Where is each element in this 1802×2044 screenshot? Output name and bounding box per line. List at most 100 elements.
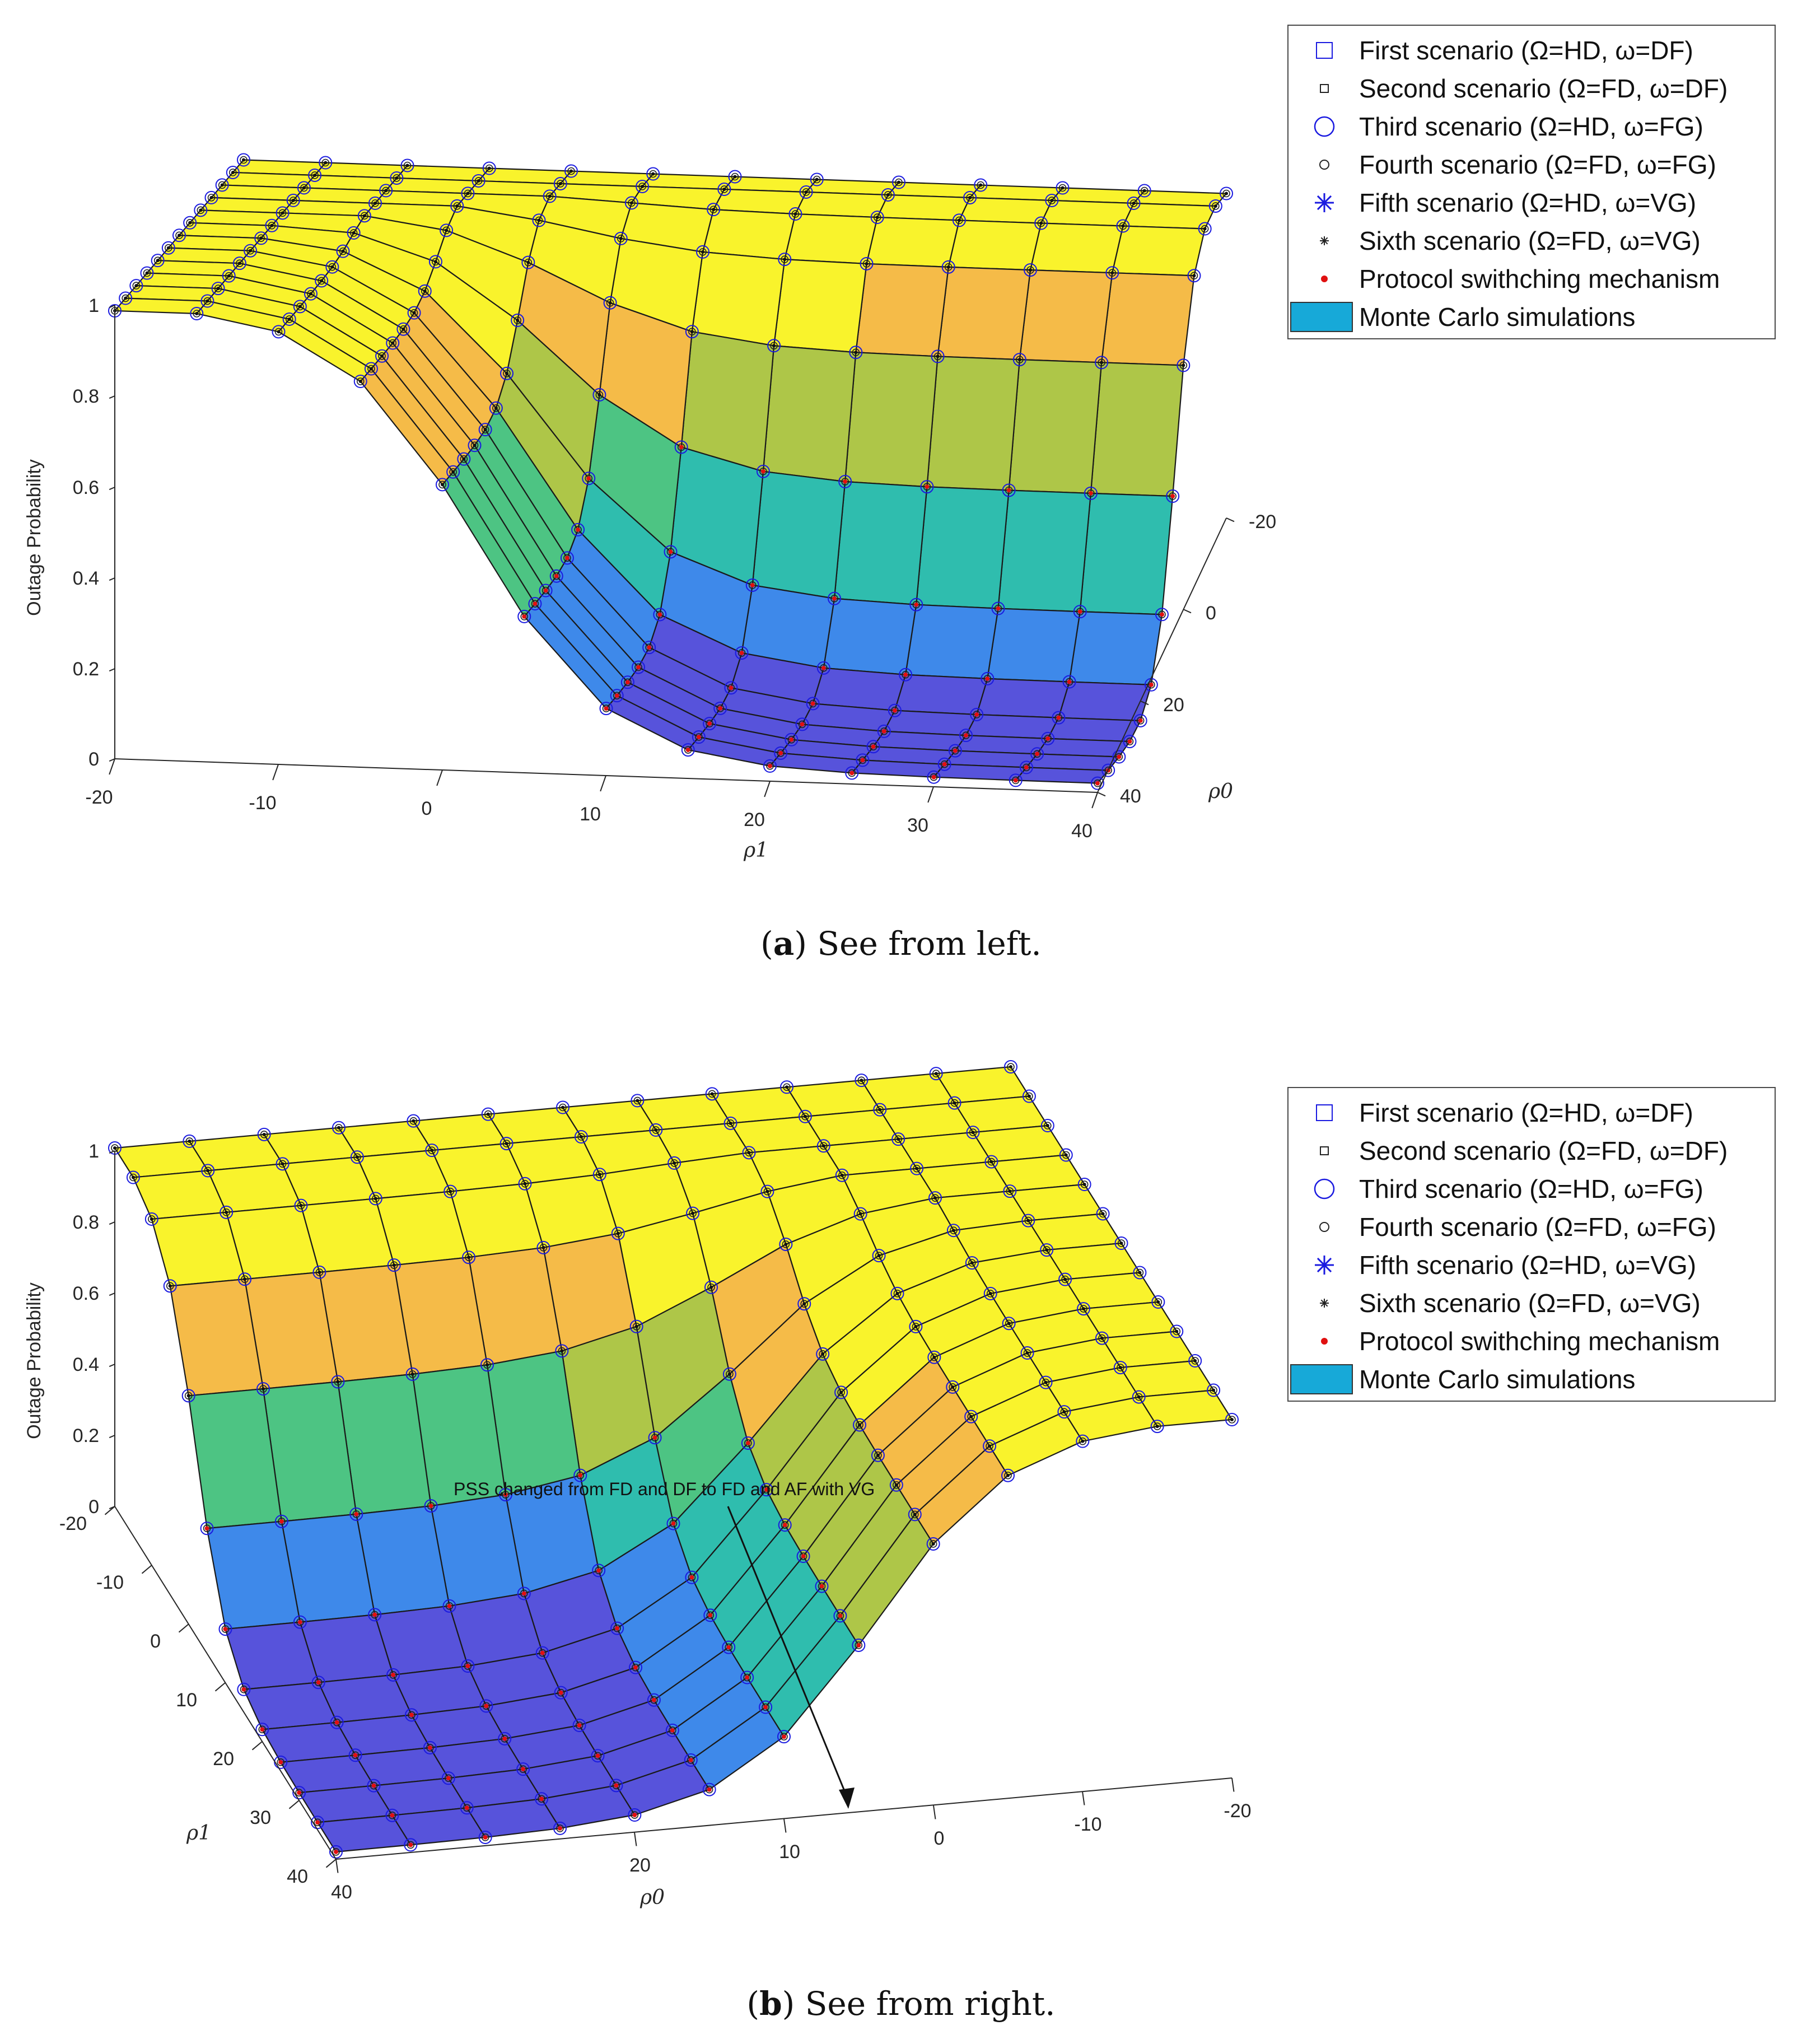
marker-fourth [382, 186, 390, 195]
marker-fourth [531, 600, 539, 608]
marker-fourth [1048, 197, 1056, 204]
marker-sixth [608, 301, 612, 305]
marker-sixth [858, 1212, 862, 1216]
marker-fourth [539, 1244, 548, 1252]
marker-sixth [466, 192, 470, 195]
marker-fourth [1026, 266, 1034, 274]
marker-third [1084, 486, 1098, 500]
marker-fourth [328, 263, 337, 271]
marker-sixth [1100, 361, 1104, 365]
marker-fourth [716, 704, 725, 712]
marker-sixth [410, 1372, 414, 1376]
marker-third [441, 1771, 455, 1785]
marker-third [642, 641, 656, 655]
marker-sixth [569, 169, 573, 173]
marker-sixth [1101, 1212, 1105, 1216]
marker-protocol-switching [789, 737, 794, 742]
marker-protocol-switching [446, 1776, 451, 1781]
marker-sixth [291, 198, 295, 202]
tick-label: 0.8 [73, 386, 99, 407]
marker-sixth [298, 305, 302, 309]
marker-fourth [311, 171, 319, 179]
marker-fourth [745, 1149, 753, 1157]
marker-third [828, 591, 841, 605]
marker-fourth [289, 197, 297, 204]
marker-sixth [641, 184, 645, 188]
marker-third [816, 1139, 830, 1153]
marker-fourth [1087, 489, 1095, 497]
y-ticks-b: -20 -10 0 10 20 30 40 [59, 1506, 337, 1887]
marker-fourth [759, 468, 767, 475]
tick-label: -10 [249, 792, 276, 814]
marker-fourth [649, 170, 657, 178]
marker-third [1073, 605, 1087, 619]
marker-fourth [339, 247, 347, 255]
marker-third [796, 1550, 810, 1564]
marker-third [1177, 358, 1191, 372]
marker-fourth [876, 1105, 884, 1114]
marker-third [629, 1319, 643, 1333]
marker-fourth [669, 1726, 676, 1734]
tick-mark [436, 769, 443, 786]
legend-b: First scenario (Ω=HD, ω=DF) Second scenar… [1287, 1087, 1776, 1402]
marker-third [1003, 1184, 1017, 1198]
marker-third [1225, 1413, 1239, 1426]
marker-fourth [955, 216, 963, 225]
marker-third [648, 1431, 662, 1445]
marker-protocol-switching [297, 1620, 302, 1625]
marker-third [855, 1074, 869, 1088]
marker-third [181, 1389, 195, 1403]
marker-third [806, 697, 820, 711]
marker-third [226, 165, 240, 179]
marker-third [200, 294, 214, 308]
marker-third [423, 1740, 437, 1754]
marker-third [742, 1146, 756, 1160]
marker-fourth [175, 231, 183, 240]
marker-fourth [763, 1187, 772, 1196]
marker-third [461, 186, 475, 200]
marker-fourth [873, 213, 881, 221]
marker-third [1056, 181, 1070, 195]
marker-fourth [1065, 678, 1073, 686]
marker-fourth [801, 1112, 809, 1121]
marker-third [628, 1808, 642, 1822]
marker-sixth [690, 330, 694, 334]
marker-sixth [433, 260, 437, 264]
marker-sixth [619, 236, 623, 240]
marker-fourth [421, 287, 429, 295]
marker-sixth [913, 1513, 917, 1516]
surface-patch [1019, 269, 1113, 363]
marker-sixth [473, 444, 477, 447]
tick-mark [109, 1435, 115, 1439]
marker-sixth [1044, 1380, 1048, 1384]
marker-fourth [969, 1128, 977, 1136]
marker-fourth [481, 426, 489, 433]
marker-fourth [1023, 763, 1030, 772]
marker-sixth [860, 1079, 863, 1082]
x-ticks-b: 40 20 10 0 -10 -20 [331, 1777, 1252, 1903]
marker-third [405, 1708, 418, 1722]
marker-third [889, 1478, 903, 1492]
marker-third [332, 1121, 346, 1135]
marker-protocol-switching [647, 645, 652, 650]
marker-fourth [257, 234, 265, 242]
marker-third [554, 1686, 568, 1700]
marker-sixth [1039, 221, 1043, 225]
marker-protocol-switching [586, 476, 591, 481]
marker-sixth [971, 1131, 975, 1135]
marker-fourth [705, 1785, 713, 1794]
marker-fourth [574, 526, 582, 534]
marker-protocol-switching [668, 549, 673, 554]
marker-fourth [830, 594, 838, 603]
legend-entry: Fourth scenario (Ω=FD, ω=FG) [1359, 150, 1716, 179]
legend-entry: Monte Carlo simulations [1359, 1365, 1635, 1394]
marker-third [603, 296, 617, 310]
marker-fourth [129, 1173, 137, 1182]
marker-protocol-switching [483, 1835, 488, 1840]
marker-third [375, 349, 389, 363]
marker-third [920, 480, 934, 494]
marker-fourth [1153, 1422, 1161, 1430]
marker-fourth [278, 209, 287, 217]
marker-third [446, 465, 460, 479]
